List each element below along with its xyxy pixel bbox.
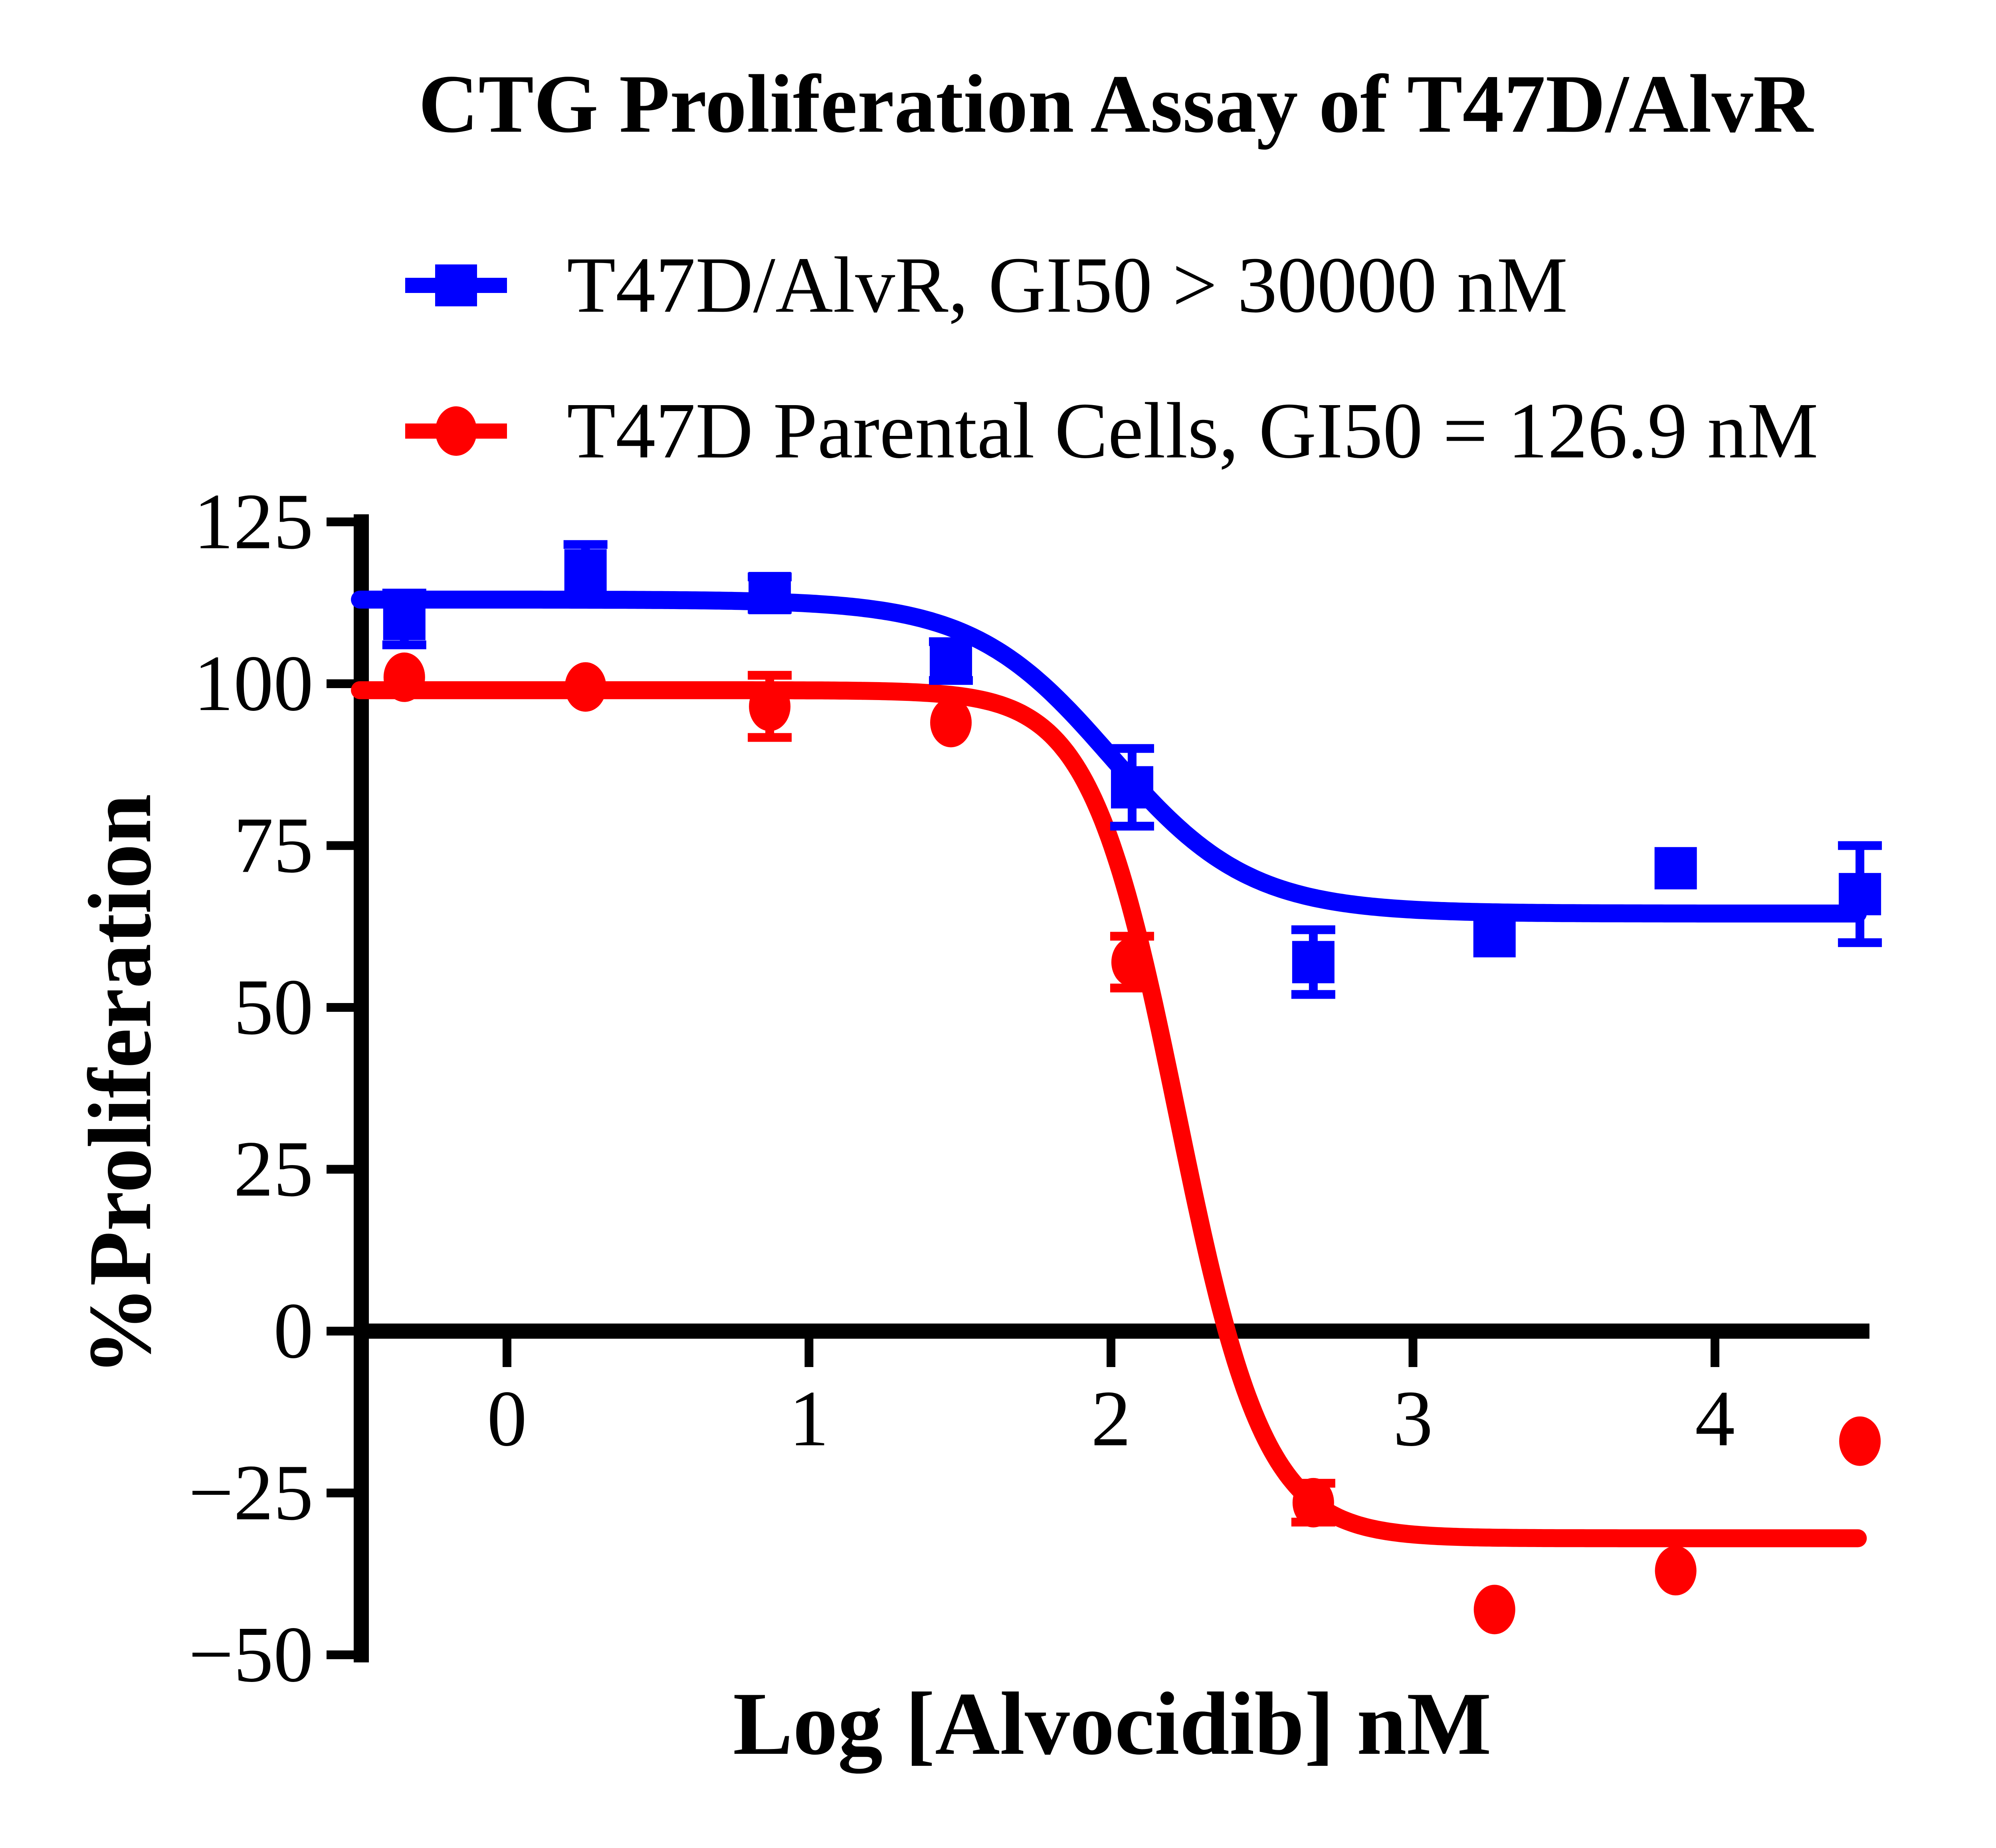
series-curve <box>351 590 1867 923</box>
data-point-marker <box>1473 915 1516 958</box>
data-point-marker <box>1839 1416 1881 1466</box>
y-tick-label: 75 <box>234 801 313 890</box>
data-point-marker <box>1654 847 1697 890</box>
tick-labels: 125 100 75 50 25 0 −25 −50 0 1 2 3 4 <box>188 478 1735 1699</box>
data-point-marker <box>930 640 972 683</box>
y-tick-label: −25 <box>188 1449 313 1537</box>
legend-item: T47D Parental Cells, GI50 = 126.9 nM <box>405 367 1818 495</box>
x-tick-label: 0 <box>487 1375 527 1463</box>
y-tick-label: 25 <box>234 1125 313 1213</box>
data-point-markers <box>383 549 1881 1634</box>
axes <box>327 514 1869 1662</box>
legend-marker-circle-icon <box>405 406 507 456</box>
x-tick-label: 2 <box>1091 1375 1131 1463</box>
data-point-marker <box>930 698 972 748</box>
y-tick-label: −50 <box>188 1611 313 1699</box>
data-point-marker <box>1473 1585 1515 1634</box>
chart-title: CTG Proliferation Assay of T47D/AlvR <box>418 58 1813 150</box>
data-point-marker <box>383 652 425 702</box>
data-point-marker <box>1839 873 1881 916</box>
data-point-marker <box>1292 1478 1334 1527</box>
data-point-marker <box>564 662 606 712</box>
fit-curves <box>351 590 1867 1547</box>
legend-item-label: T47D Parental Cells, GI50 = 126.9 nM <box>567 387 1818 475</box>
data-point-marker <box>383 598 426 640</box>
y-tick-label: 100 <box>194 639 313 728</box>
data-point-marker <box>1292 941 1335 983</box>
data-point-marker <box>748 572 791 614</box>
data-point-marker <box>1111 937 1153 987</box>
legend-marker-square-icon <box>405 264 507 307</box>
y-tick-label: 0 <box>273 1287 313 1375</box>
x-axis-title: Log [Alvocidib] nM <box>733 1674 1492 1773</box>
x-tick-label: 4 <box>1695 1375 1735 1463</box>
data-point-marker <box>749 681 791 731</box>
data-point-marker <box>1655 1546 1697 1596</box>
series-curve <box>351 681 1867 1547</box>
y-axis-title: %Proliferation <box>70 794 170 1376</box>
data-point-marker <box>564 549 607 592</box>
y-tick-label: 50 <box>234 963 313 1051</box>
x-tick-label: 1 <box>789 1375 829 1463</box>
x-tick-label: 3 <box>1393 1375 1433 1463</box>
y-tick-label: 125 <box>194 478 313 566</box>
data-point-marker <box>1111 766 1153 809</box>
legend-item-label: T47D/AlvR, GI50 > 30000 nM <box>567 241 1568 329</box>
legend-item: T47D/AlvR, GI50 > 30000 nM <box>405 222 1568 349</box>
